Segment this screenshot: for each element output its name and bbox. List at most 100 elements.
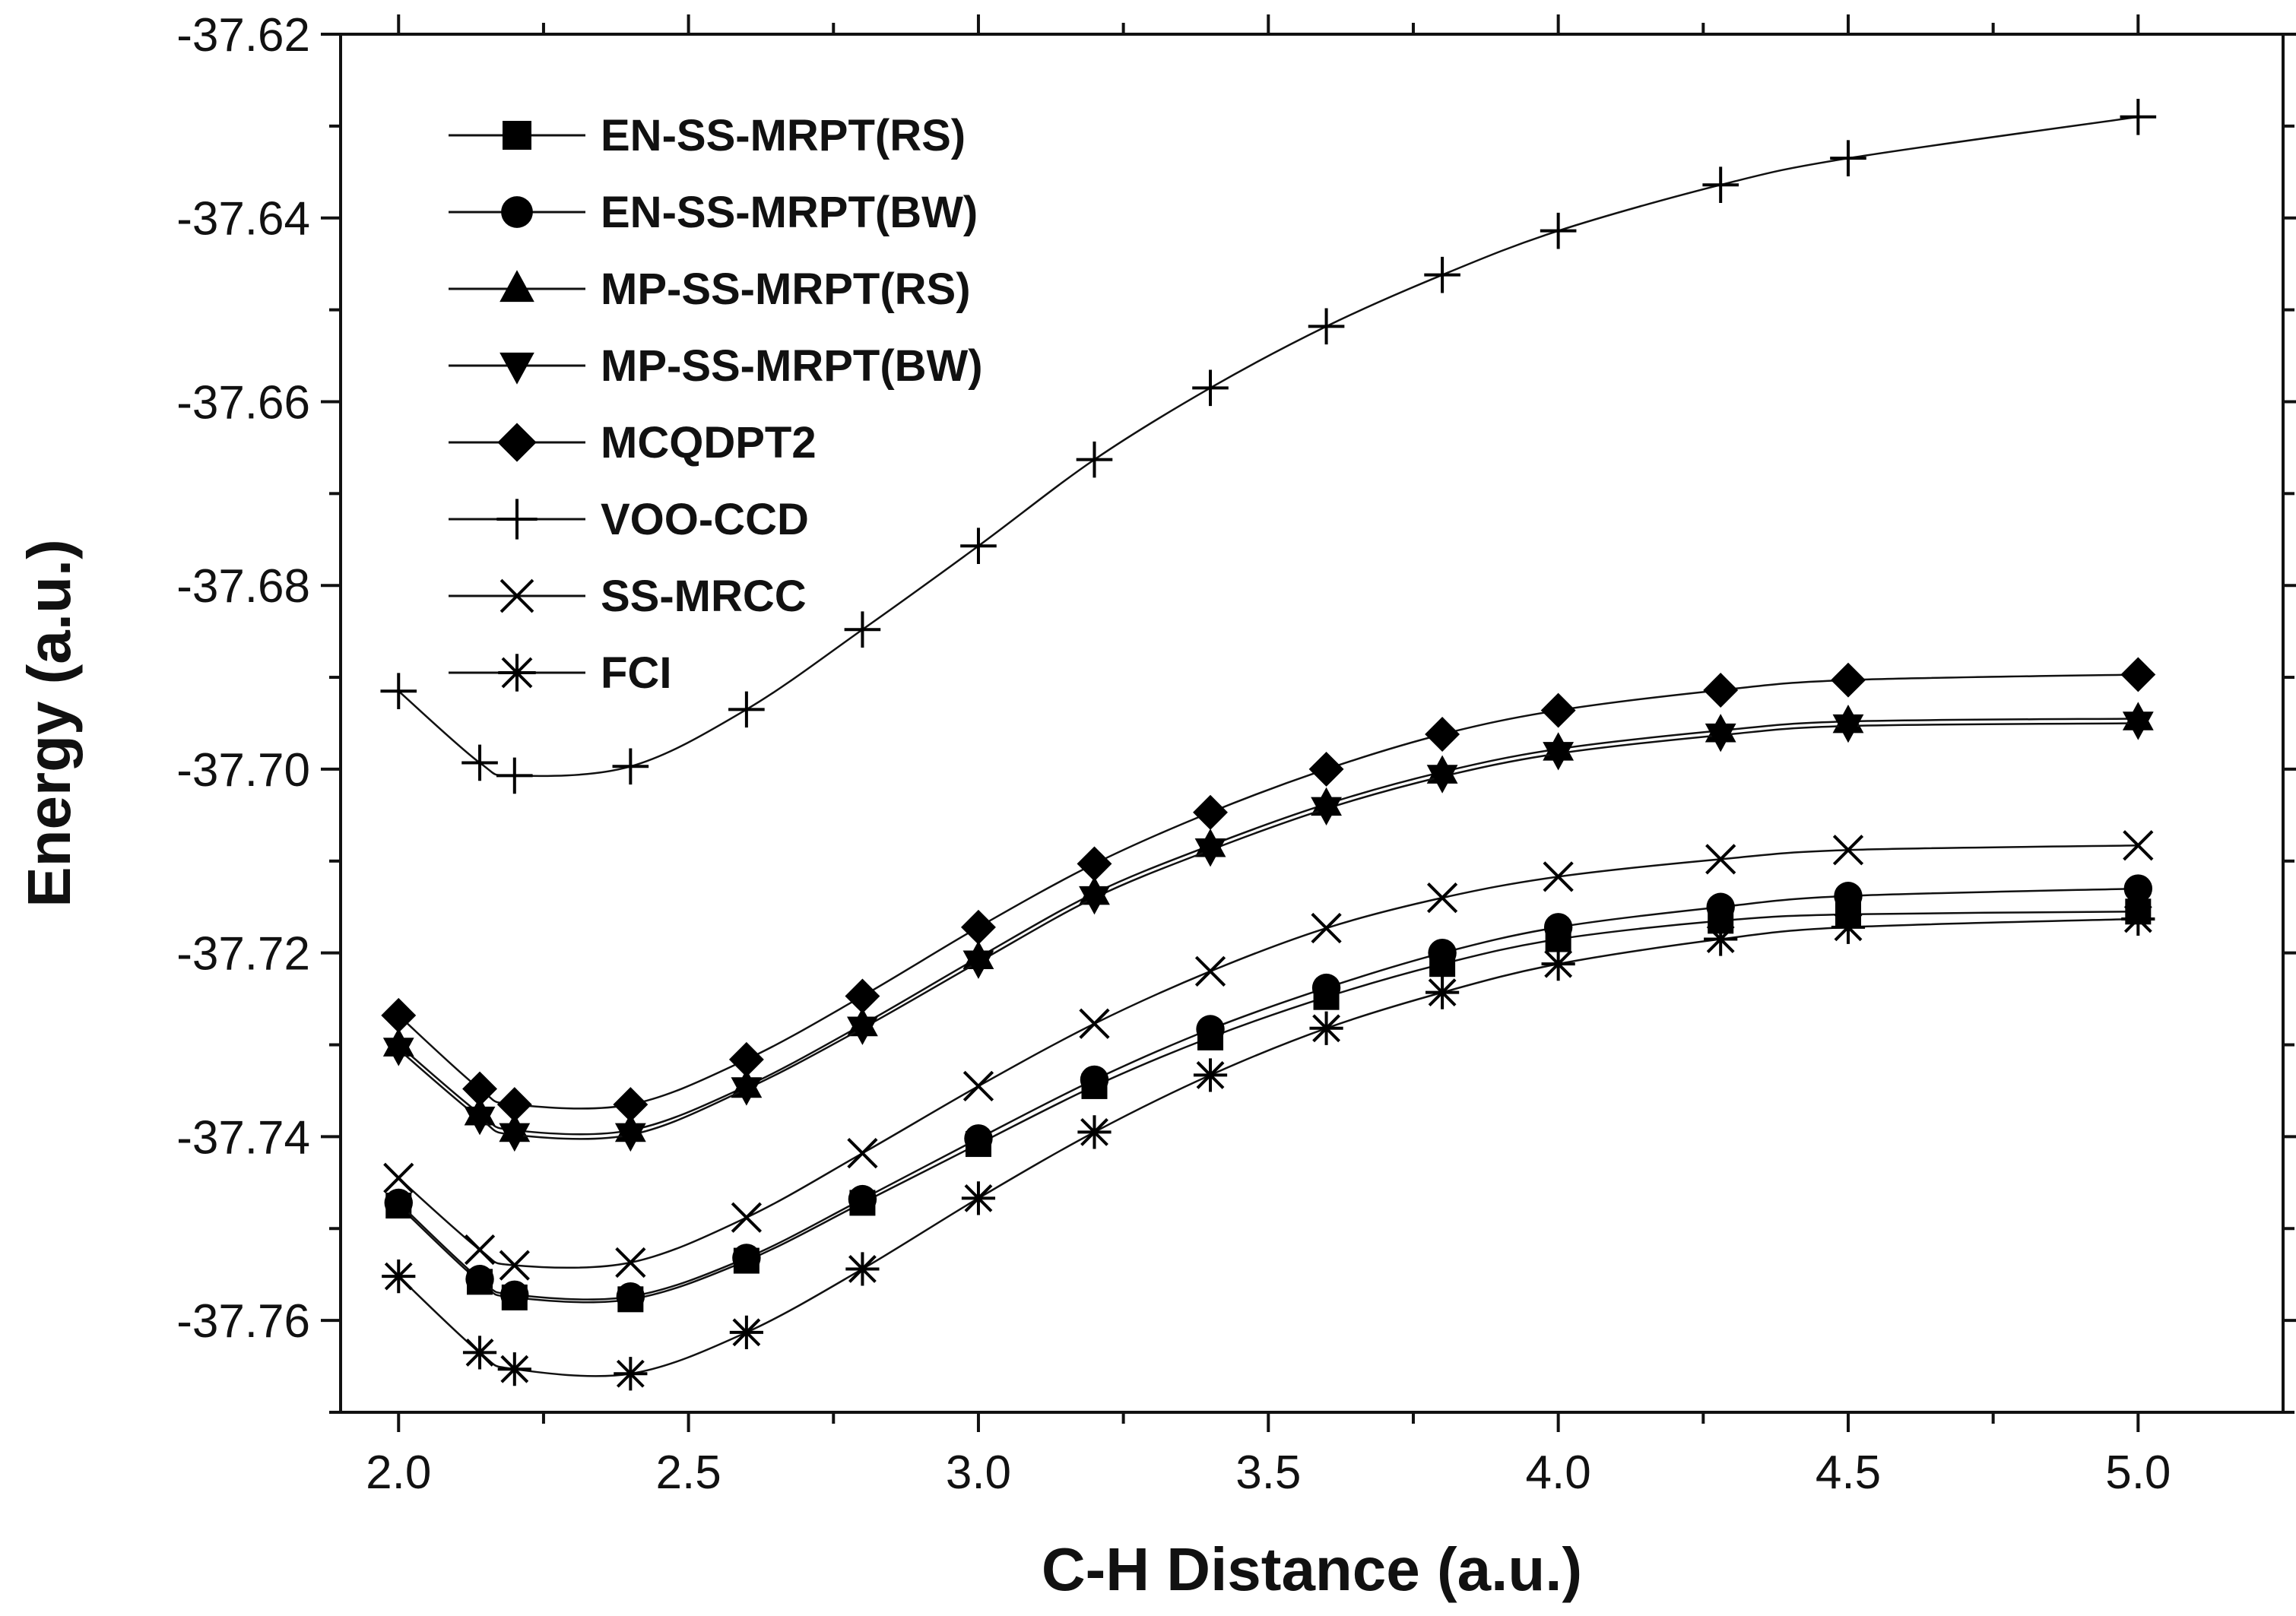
data-point <box>1543 913 1573 942</box>
data-point <box>728 1041 764 1077</box>
data-point <box>1080 1065 1109 1095</box>
data-point <box>615 1247 646 1279</box>
x-tick-label: 2.5 <box>656 1446 721 1499</box>
legend-marker <box>499 578 534 613</box>
data-point <box>962 1070 994 1102</box>
data-point <box>497 1352 531 1386</box>
data-point <box>2121 901 2155 936</box>
data-point <box>2123 830 2154 861</box>
data-point <box>845 1252 880 1286</box>
data-point <box>961 1181 996 1215</box>
data-point <box>1196 1015 1225 1044</box>
legend-marker <box>501 196 533 228</box>
data-point <box>1426 882 1458 914</box>
data-point <box>731 1202 762 1233</box>
data-point <box>1425 717 1460 752</box>
series-5 <box>380 98 2157 794</box>
y-tick-label: -37.62 <box>176 9 310 62</box>
legend-label: VOO-CCD <box>601 495 809 544</box>
data-point <box>1540 692 1576 728</box>
data-point <box>1308 308 1345 345</box>
data-series <box>380 98 2157 1391</box>
data-point <box>614 1357 648 1391</box>
data-point <box>1541 947 1575 981</box>
legend-entry: EN-SS-MRPT(BW) <box>449 188 978 237</box>
plot-frame <box>339 33 2285 1414</box>
data-point <box>1702 166 1739 204</box>
data-point <box>496 1087 532 1123</box>
data-point <box>464 1234 496 1266</box>
data-point <box>1311 912 1342 944</box>
y-tick-label: -37.72 <box>176 928 310 981</box>
data-point <box>844 611 881 648</box>
data-point <box>2120 657 2156 692</box>
data-point <box>1079 1008 1110 1039</box>
legend-label: FCI <box>601 648 671 698</box>
legend-label: EN-SS-MRPT(BW) <box>601 188 978 237</box>
data-point <box>1704 922 1738 956</box>
data-point <box>1311 797 1342 826</box>
data-point <box>1424 256 1460 293</box>
legend-marker <box>503 121 531 150</box>
data-point <box>961 909 996 945</box>
legend-entry: FCI <box>449 648 671 698</box>
data-point <box>1832 714 1864 743</box>
legend-marker <box>496 499 538 540</box>
series-1 <box>384 874 2153 1311</box>
x-tick-label: 3.0 <box>946 1446 1011 1499</box>
legend-label: SS-MRCC <box>601 572 807 621</box>
data-point <box>1308 751 1344 787</box>
data-point <box>1309 1011 1343 1045</box>
data-point <box>1194 955 1226 987</box>
data-point <box>731 1077 763 1106</box>
data-point <box>1834 882 1863 911</box>
series-4 <box>381 657 2156 1123</box>
data-point <box>1705 723 1736 753</box>
data-point <box>847 1016 878 1045</box>
series-7 <box>382 901 2155 1391</box>
data-point <box>382 1038 414 1066</box>
data-point <box>1703 673 1739 708</box>
data-point <box>1831 910 1866 944</box>
data-point <box>383 1162 414 1193</box>
y-tick-label: -37.68 <box>176 560 310 613</box>
y-tick-label: -37.64 <box>176 193 310 246</box>
y-axis-title: Energy (a.u.) <box>15 539 83 908</box>
legend-marker <box>497 423 537 462</box>
data-point <box>499 1123 531 1152</box>
data-point <box>1193 794 1228 830</box>
data-point <box>964 1124 993 1153</box>
data-point <box>461 744 498 781</box>
data-point <box>1192 369 1229 407</box>
x-tick-label: 2.0 <box>366 1446 431 1499</box>
data-point <box>616 1282 645 1311</box>
data-point <box>847 1138 878 1169</box>
data-point <box>464 1106 496 1136</box>
data-point <box>848 1184 877 1214</box>
data-point <box>1705 844 1736 875</box>
legend-entry: EN-SS-MRPT(RS) <box>449 111 966 160</box>
legend-marker <box>498 654 536 692</box>
legend-entry: MP-SS-MRPT(BW) <box>449 341 983 391</box>
data-point <box>732 1244 761 1272</box>
data-point <box>382 1260 416 1294</box>
data-point <box>380 673 417 709</box>
data-point <box>612 748 649 785</box>
data-point <box>960 528 997 565</box>
x-axis-title: C-H Distance (a.u.) <box>1042 1535 1582 1603</box>
y-tick-label: -37.76 <box>176 1295 310 1348</box>
axis-ticks: 2.0 2.5 3.0 3.5 4.0 4.5 5.0 -37.62 -37.64 -37.66 -… <box>176 9 2296 1499</box>
data-point <box>2120 98 2157 135</box>
x-tick-label: 3.5 <box>1235 1446 1301 1499</box>
data-point <box>614 1123 646 1152</box>
data-point <box>1543 742 1575 771</box>
legend-entry: VOO-CCD <box>449 495 809 544</box>
data-point <box>1076 441 1113 478</box>
data-point <box>1831 662 1866 698</box>
data-point <box>1311 973 1341 1003</box>
y-tick-label: -37.74 <box>176 1111 310 1164</box>
data-point <box>2123 874 2153 903</box>
data-point <box>2122 711 2154 740</box>
